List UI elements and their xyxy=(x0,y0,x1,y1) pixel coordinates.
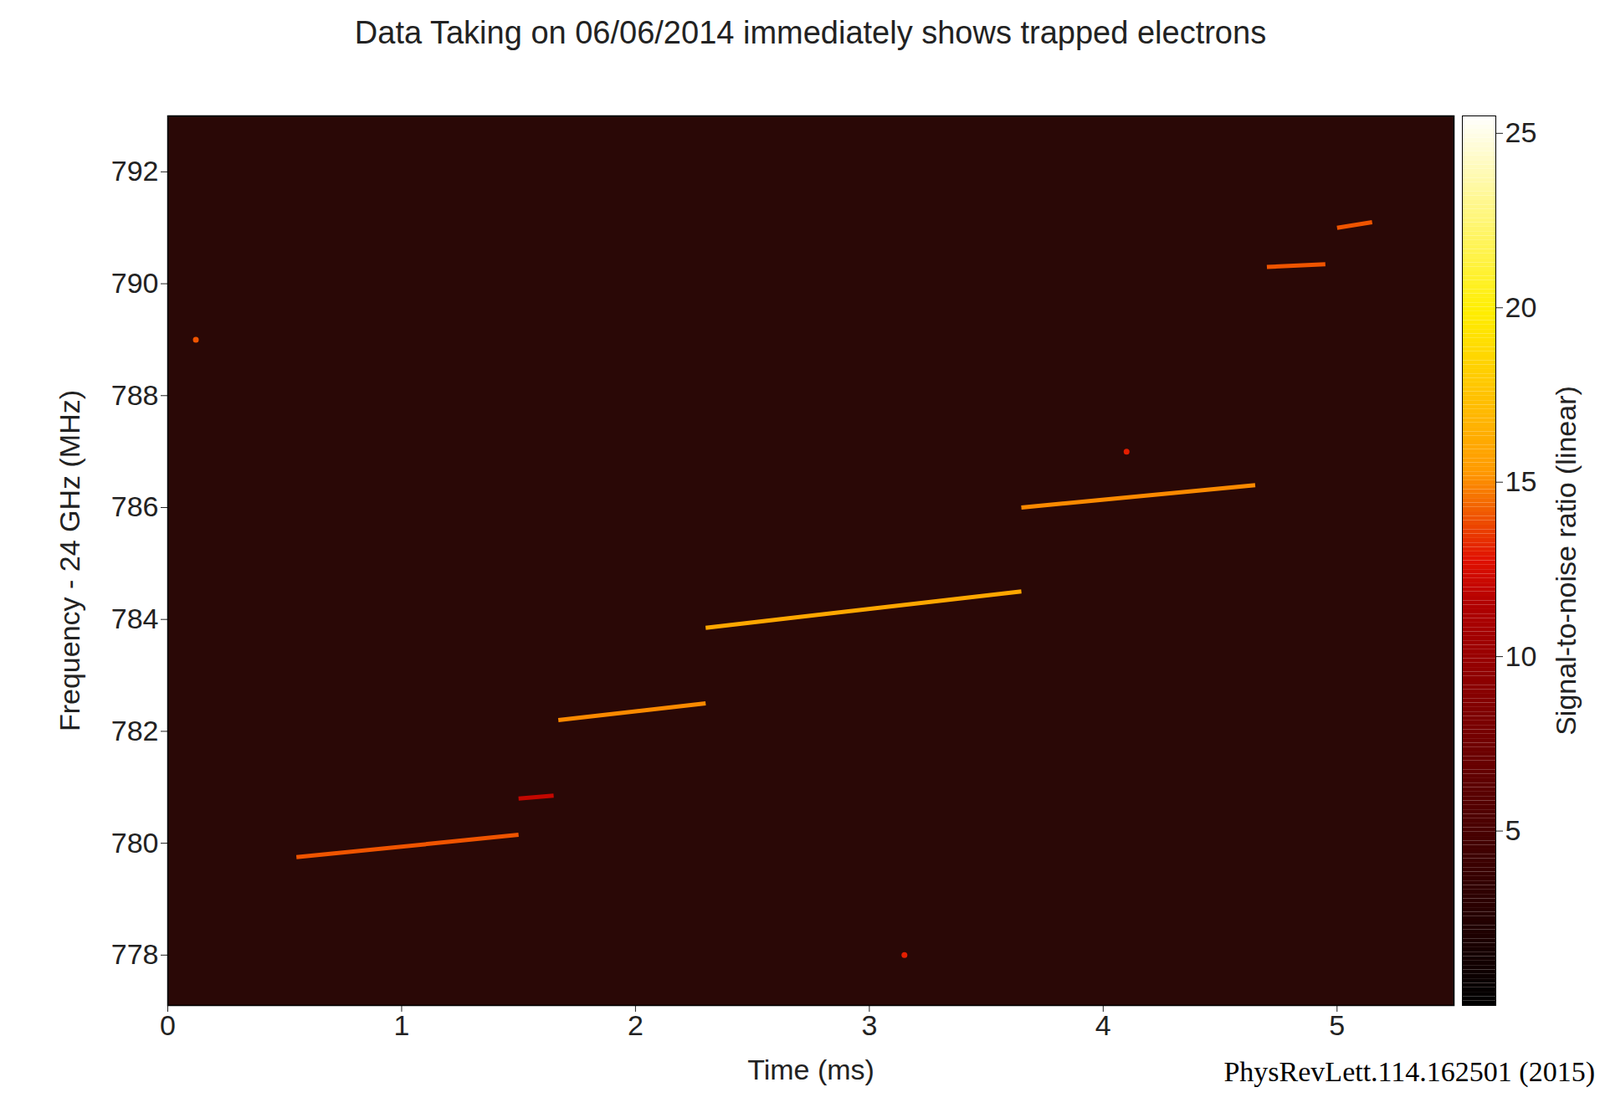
svg-text:10: 10 xyxy=(1505,640,1538,672)
svg-text:2: 2 xyxy=(627,1009,644,1042)
svg-text:792: 792 xyxy=(111,154,159,187)
svg-text:Time (ms): Time (ms) xyxy=(747,1053,875,1086)
html-text:PhysRevLett.114.162501 (2015): PhysRevLett.114.162501 (2015) xyxy=(1223,1056,1595,1088)
svg-text:784: 784 xyxy=(111,602,159,635)
svg-text:4: 4 xyxy=(1095,1009,1112,1042)
svg-text:Signal-to-noise ratio (linear): Signal-to-noise ratio (linear) xyxy=(1549,385,1582,736)
svg-text:778: 778 xyxy=(111,938,159,970)
svg-text:782: 782 xyxy=(111,714,159,747)
svg-text:1: 1 xyxy=(393,1009,410,1042)
svg-text:0: 0 xyxy=(159,1009,176,1042)
svg-text:786: 786 xyxy=(111,490,159,523)
svg-text:5: 5 xyxy=(1505,814,1522,847)
svg-text:15: 15 xyxy=(1505,465,1538,498)
svg-text:790: 790 xyxy=(111,266,159,299)
svg-text:780: 780 xyxy=(111,825,159,858)
svg-text:20: 20 xyxy=(1505,291,1538,324)
svg-text:5: 5 xyxy=(1328,1009,1345,1042)
html-text:Data Taking on 06/06/2014 imme: Data Taking on 06/06/2014 immediately sh… xyxy=(354,15,1267,51)
svg-text:25: 25 xyxy=(1505,116,1538,149)
svg-text:3: 3 xyxy=(861,1009,877,1042)
svg-text:Frequency - 24 GHz (MHz): Frequency - 24 GHz (MHz) xyxy=(53,389,86,732)
svg-text:788: 788 xyxy=(111,379,159,411)
